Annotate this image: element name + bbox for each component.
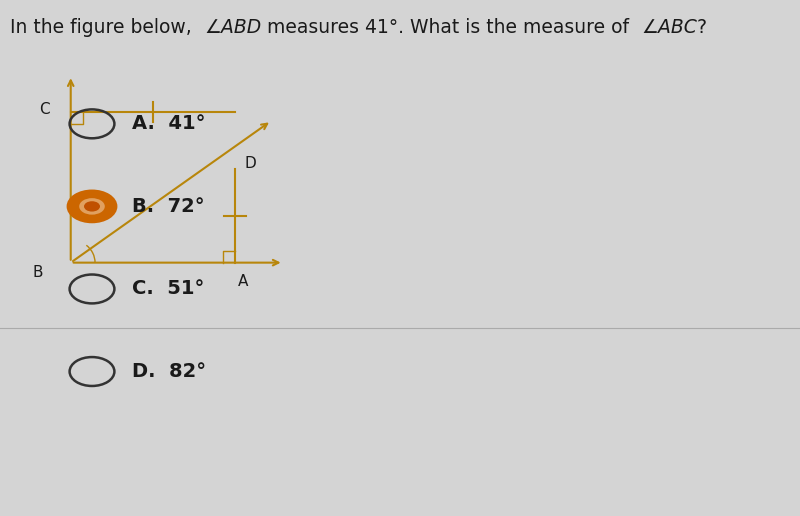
Text: D.  82°: D. 82° xyxy=(132,362,206,381)
Text: ABD: ABD xyxy=(221,18,261,37)
Text: A.  41°: A. 41° xyxy=(132,115,206,133)
Text: In the figure below,: In the figure below, xyxy=(10,18,204,37)
Text: ?: ? xyxy=(697,18,706,37)
Text: B.  72°: B. 72° xyxy=(132,197,205,216)
Text: C: C xyxy=(39,102,50,117)
Text: ∠: ∠ xyxy=(204,18,221,37)
Text: D: D xyxy=(244,156,256,171)
Text: C.  51°: C. 51° xyxy=(132,280,204,298)
Text: ∠: ∠ xyxy=(641,18,658,37)
Text: measures 41°. What is the measure of: measures 41°. What is the measure of xyxy=(261,18,641,37)
Text: A: A xyxy=(238,274,248,289)
Text: B: B xyxy=(33,265,43,281)
Text: ABC: ABC xyxy=(658,18,697,37)
